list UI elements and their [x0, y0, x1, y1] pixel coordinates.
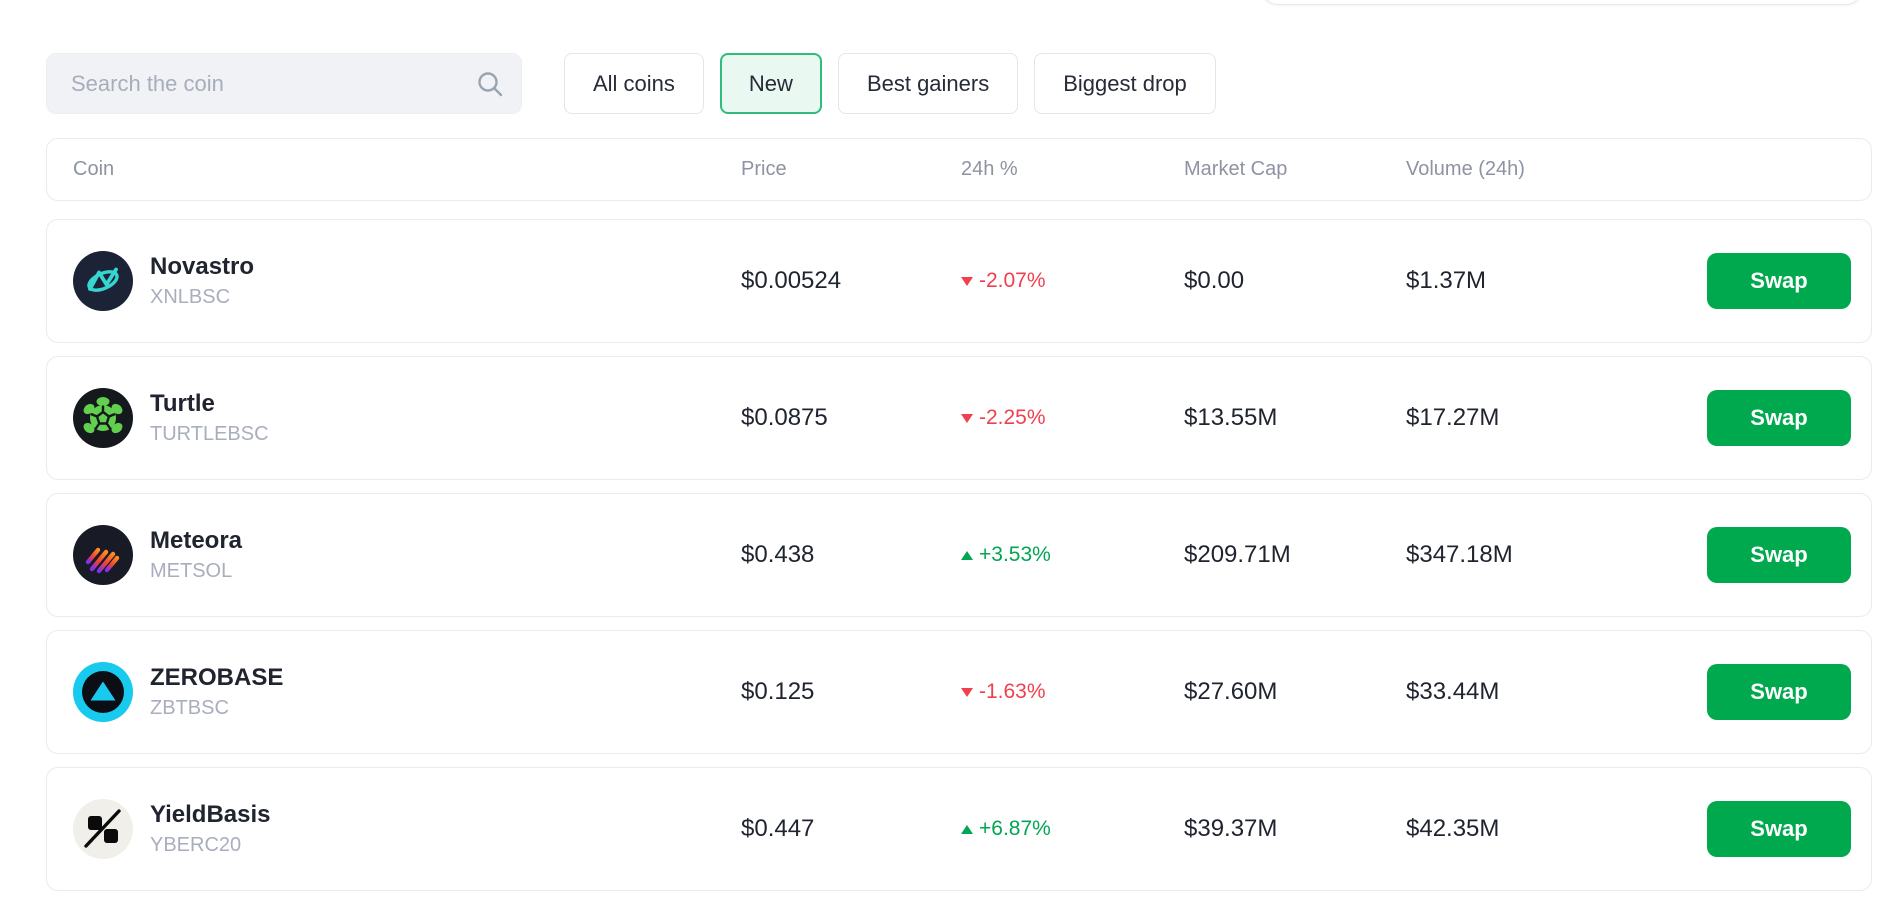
- volume-value: $33.44M: [1406, 678, 1500, 705]
- coin-name: Novastro: [150, 253, 255, 281]
- volume-value: $347.18M: [1406, 541, 1513, 568]
- search-box: [46, 53, 522, 114]
- trend-arrow-icon: [961, 550, 973, 560]
- swap-button[interactable]: Swap: [1707, 801, 1851, 857]
- change-value: +3.53%: [961, 543, 1184, 567]
- coin-symbol: ZBTBSC: [150, 696, 229, 719]
- volume-value: $1.37M: [1406, 267, 1487, 294]
- swap-button[interactable]: Swap: [1707, 664, 1851, 720]
- filter-chips: All coins New Best gainers Biggest drop: [564, 53, 1216, 114]
- change-value: +6.87%: [961, 817, 1184, 841]
- zerobase-logo-icon: [73, 662, 133, 722]
- trend-arrow-icon: [961, 413, 973, 423]
- price-value: $0.00524: [741, 267, 842, 294]
- trend-arrow-icon: [961, 824, 973, 834]
- column-header-24h: 24h %: [961, 158, 1018, 180]
- coin-cell: YieldBasis YBERC20: [47, 799, 741, 859]
- coin-cell: Novastro XNLBSC: [47, 251, 741, 311]
- price-value: $0.447: [741, 815, 815, 842]
- trend-arrow-icon: [961, 276, 973, 286]
- swap-cell: Swap: [1707, 253, 1873, 309]
- change-percent: +3.53%: [979, 543, 1051, 566]
- coin-names: ZEROBASE ZBTBSC: [150, 664, 283, 720]
- cropped-top-widget[interactable]: [1262, 0, 1862, 5]
- volume-value: $42.35M: [1406, 815, 1500, 842]
- change-percent: -2.07%: [979, 269, 1046, 292]
- volume-value: $17.27M: [1406, 404, 1500, 431]
- swap-button[interactable]: Swap: [1707, 527, 1851, 583]
- market-cap-value: $0.00: [1184, 267, 1245, 294]
- coin-row: Turtle TURTLEBSC $0.0875 -2.25% $13.55M …: [46, 356, 1872, 480]
- search-icon: [478, 71, 503, 96]
- swap-cell: Swap: [1707, 664, 1873, 720]
- swap-cell: Swap: [1707, 801, 1873, 857]
- coin-name: Meteora: [150, 527, 243, 555]
- meteora-logo-icon: [73, 525, 133, 585]
- coin-name: Turtle: [150, 390, 215, 418]
- column-header-market-cap: Market Cap: [1184, 158, 1288, 180]
- filter-biggest-drop[interactable]: Biggest drop: [1034, 53, 1216, 114]
- swap-cell: Swap: [1707, 390, 1873, 446]
- coin-name: ZEROBASE: [150, 664, 284, 692]
- filter-all-coins[interactable]: All coins: [564, 53, 704, 114]
- search-input[interactable]: [46, 53, 522, 114]
- market-cap-value: $39.37M: [1184, 815, 1278, 842]
- coin-rows: Novastro XNLBSC $0.00524 -2.07% $0.00 $1…: [46, 219, 1872, 891]
- price-value: $0.125: [741, 678, 815, 705]
- trend-arrow-icon: [961, 687, 973, 697]
- market-cap-value: $13.55M: [1184, 404, 1278, 431]
- column-header-coin: Coin: [73, 158, 115, 180]
- filter-new[interactable]: New: [719, 53, 822, 114]
- change-percent: -2.25%: [979, 406, 1046, 429]
- market-cap-value: $27.60M: [1184, 678, 1278, 705]
- yieldbasis-logo-icon: [73, 799, 133, 859]
- coin-row: Novastro XNLBSC $0.00524 -2.07% $0.00 $1…: [46, 219, 1872, 343]
- coin-cell: Meteora METSOL: [47, 525, 741, 585]
- coin-symbol: METSOL: [150, 559, 233, 582]
- change-percent: -1.63%: [979, 680, 1046, 703]
- novastro-logo-icon: [73, 251, 133, 311]
- swap-cell: Swap: [1707, 527, 1873, 583]
- change-value: -2.07%: [961, 269, 1184, 293]
- change-value: -2.25%: [961, 406, 1184, 430]
- coin-cell: ZEROBASE ZBTBSC: [47, 662, 741, 722]
- coin-row: Meteora METSOL $0.438 +3.53% $209.71M $3…: [46, 493, 1872, 617]
- swap-button[interactable]: Swap: [1707, 390, 1851, 446]
- table-header: Coin Price 24h % Market Cap Volume (24h): [46, 138, 1872, 201]
- filter-best-gainers[interactable]: Best gainers: [837, 53, 1019, 114]
- price-value: $0.0875: [741, 404, 828, 431]
- turtle-logo-icon: [73, 388, 133, 448]
- change-percent: +6.87%: [979, 817, 1051, 840]
- coin-symbol: TURTLEBSC: [150, 422, 269, 445]
- coin-symbol: YBERC20: [150, 833, 242, 856]
- column-header-price: Price: [741, 158, 787, 180]
- change-value: -1.63%: [961, 680, 1184, 704]
- column-header-volume: Volume (24h): [1406, 158, 1525, 180]
- coin-cell: Turtle TURTLEBSC: [47, 388, 741, 448]
- coin-names: YieldBasis YBERC20: [150, 801, 271, 857]
- coin-symbol: XNLBSC: [150, 285, 231, 308]
- swap-button[interactable]: Swap: [1707, 253, 1851, 309]
- coin-names: Turtle TURTLEBSC: [150, 390, 269, 446]
- price-value: $0.438: [741, 541, 815, 568]
- coin-names: Novastro XNLBSC: [150, 253, 254, 309]
- coin-name: YieldBasis: [150, 801, 271, 829]
- coin-row: ZEROBASE ZBTBSC $0.125 -1.63% $27.60M $3…: [46, 630, 1872, 754]
- market-cap-value: $209.71M: [1184, 541, 1291, 568]
- coin-row: YieldBasis YBERC20 $0.447 +6.87% $39.37M…: [46, 767, 1872, 891]
- coin-names: Meteora METSOL: [150, 527, 242, 583]
